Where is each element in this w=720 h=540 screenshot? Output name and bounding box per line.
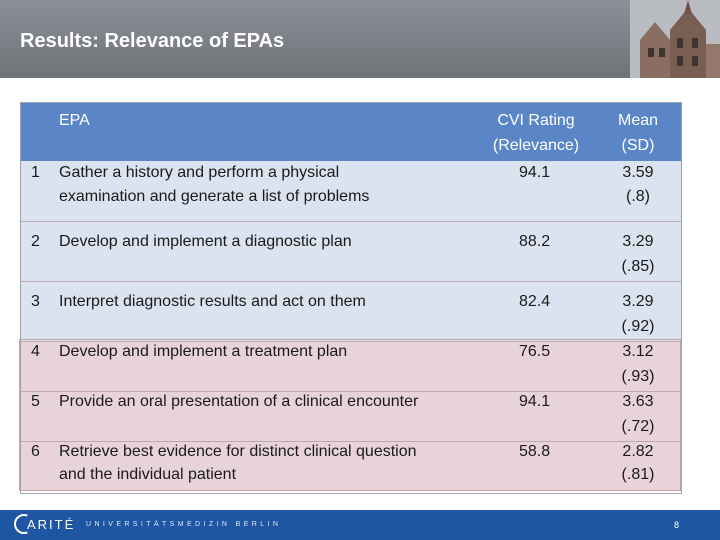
epa-results-table: EPA CVI Rating (Relevance) Mean (SD) 1 G… [19,102,682,494]
sd-value: (.81) [621,466,655,483]
slide-footer: ARITÉ UNIVERSITÄTSMEDIZIN BERLIN 8 [0,510,720,540]
mean-value: 2.82 [622,443,654,460]
epa-text: Retrieve best evidence for distinct clin… [59,443,417,460]
table-header-row [21,103,681,161]
header-mean: Mean [617,112,659,129]
row-divider [21,281,681,282]
header-epa: EPA [59,112,90,129]
mean-value: 3.12 [622,343,654,360]
row-number: 5 [31,393,40,410]
sd-value: (.8) [626,188,650,205]
cvi-value: 76.5 [519,343,551,360]
mean-value: 3.29 [622,293,654,310]
row-divider [21,391,681,392]
charite-logo-icon [14,514,28,534]
epa-text: Develop and implement a diagnostic plan [59,233,352,250]
row-number: 4 [31,343,40,360]
mean-value: 3.59 [622,164,654,181]
mean-value: 3.63 [622,393,654,410]
rows-band-blue [21,161,681,341]
epa-text: Provide an oral presentation of a clinic… [59,393,419,410]
slide-title: Results: Relevance of EPAs [20,30,285,52]
epa-text: Interpret diagnostic results and act on … [59,293,366,310]
sd-value: (.92) [621,318,655,335]
row-divider [21,341,681,342]
mean-value: 3.29 [622,233,654,250]
epa-text: Gather a history and perform a physical [59,164,340,181]
cvi-value: 88.2 [519,233,551,250]
cvi-value: 82.4 [519,293,551,310]
slide-header: Results: Relevance of EPAs [0,0,720,78]
sd-value: (.93) [621,368,655,385]
sd-value: (.85) [621,258,655,275]
row-number: 3 [31,293,40,310]
row-number: 1 [31,164,40,181]
cvi-value: 94.1 [519,393,551,410]
header-cvi: CVI Rating [497,112,575,129]
building-photo-icon [630,0,720,78]
row-divider [21,441,681,442]
epa-text: Develop and implement a treatment plan [59,343,348,360]
page-number: 8 [674,520,680,530]
cvi-value: 58.8 [519,443,551,460]
epa-text-continued: examination and generate a list of probl… [59,188,370,205]
row-number: 6 [31,443,40,460]
logo-wordmark: ARITÉ [27,517,76,532]
row-number: 2 [31,233,40,250]
sd-value: (.72) [621,418,655,435]
university-name: UNIVERSITÄTSMEDIZIN BERLIN [86,521,282,528]
rows-band-pink [21,341,681,491]
epa-text-continued: and the individual patient [59,466,237,483]
header-cvi-sub: (Relevance) [492,137,580,154]
cvi-value: 94.1 [519,164,551,181]
highlight-outline [19,339,681,491]
row-divider [21,221,681,222]
header-mean-sub: (SD) [621,137,655,154]
